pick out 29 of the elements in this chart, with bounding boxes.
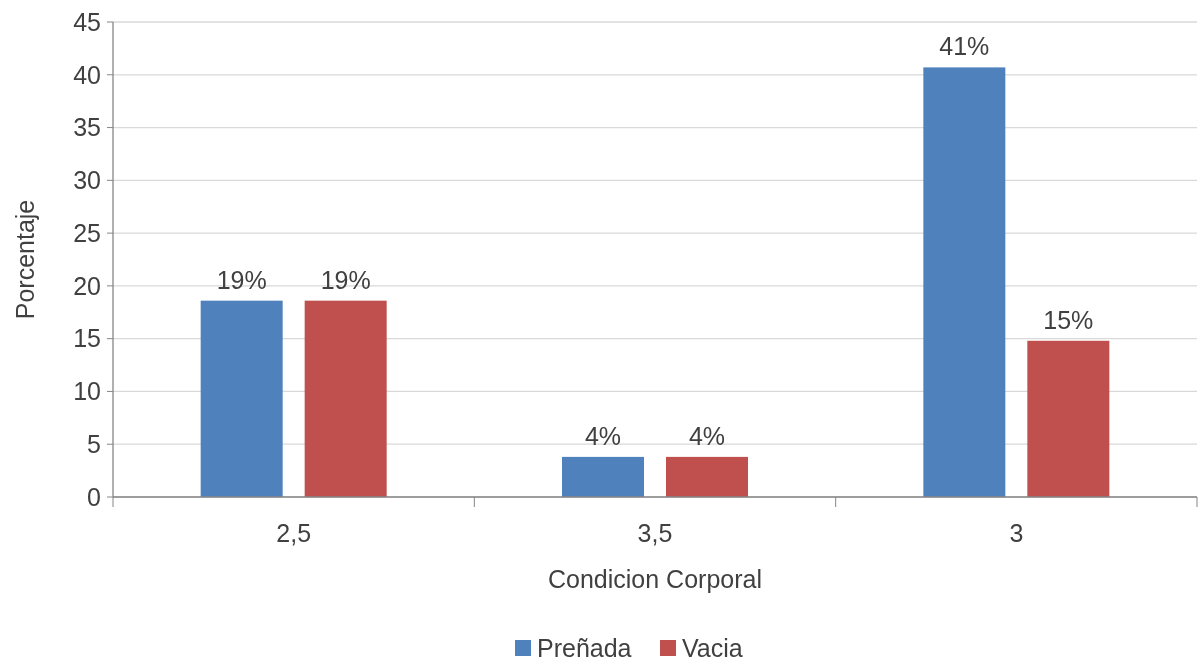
bar xyxy=(304,300,387,497)
legend-label: Vacia xyxy=(682,633,743,662)
y-tick-label: 35 xyxy=(73,113,101,142)
y-tick-label: 25 xyxy=(73,218,101,247)
data-label: 15% xyxy=(1043,305,1094,334)
bar xyxy=(923,67,1006,497)
data-label: 19% xyxy=(216,265,267,294)
bar xyxy=(562,456,644,497)
data-label: 4% xyxy=(584,421,622,450)
x-axis-title: Condicion Corporal xyxy=(547,565,763,593)
bar xyxy=(1027,340,1110,497)
data-label: 19% xyxy=(320,265,371,294)
y-tick-label: 20 xyxy=(73,271,101,300)
y-tick-label: 5 xyxy=(87,429,101,458)
y-axis-title: Porcentaje xyxy=(11,199,39,320)
y-tick-label: 0 xyxy=(87,482,101,511)
bar xyxy=(666,456,748,497)
data-label: 41% xyxy=(939,32,990,61)
x-tick-label: 3,5 xyxy=(637,519,673,547)
y-tick-label: 45 xyxy=(73,7,101,36)
y-tick-label: 40 xyxy=(73,60,101,89)
bar xyxy=(200,300,283,497)
data-label: 4% xyxy=(688,421,726,450)
x-tick-label: 3 xyxy=(1009,519,1024,547)
y-tick-label: 10 xyxy=(73,377,101,406)
y-tick-label: 30 xyxy=(73,166,101,195)
y-tick-label: 15 xyxy=(73,324,101,353)
legend-label: Preñada xyxy=(537,633,632,662)
x-tick-label: 2,5 xyxy=(276,519,312,547)
